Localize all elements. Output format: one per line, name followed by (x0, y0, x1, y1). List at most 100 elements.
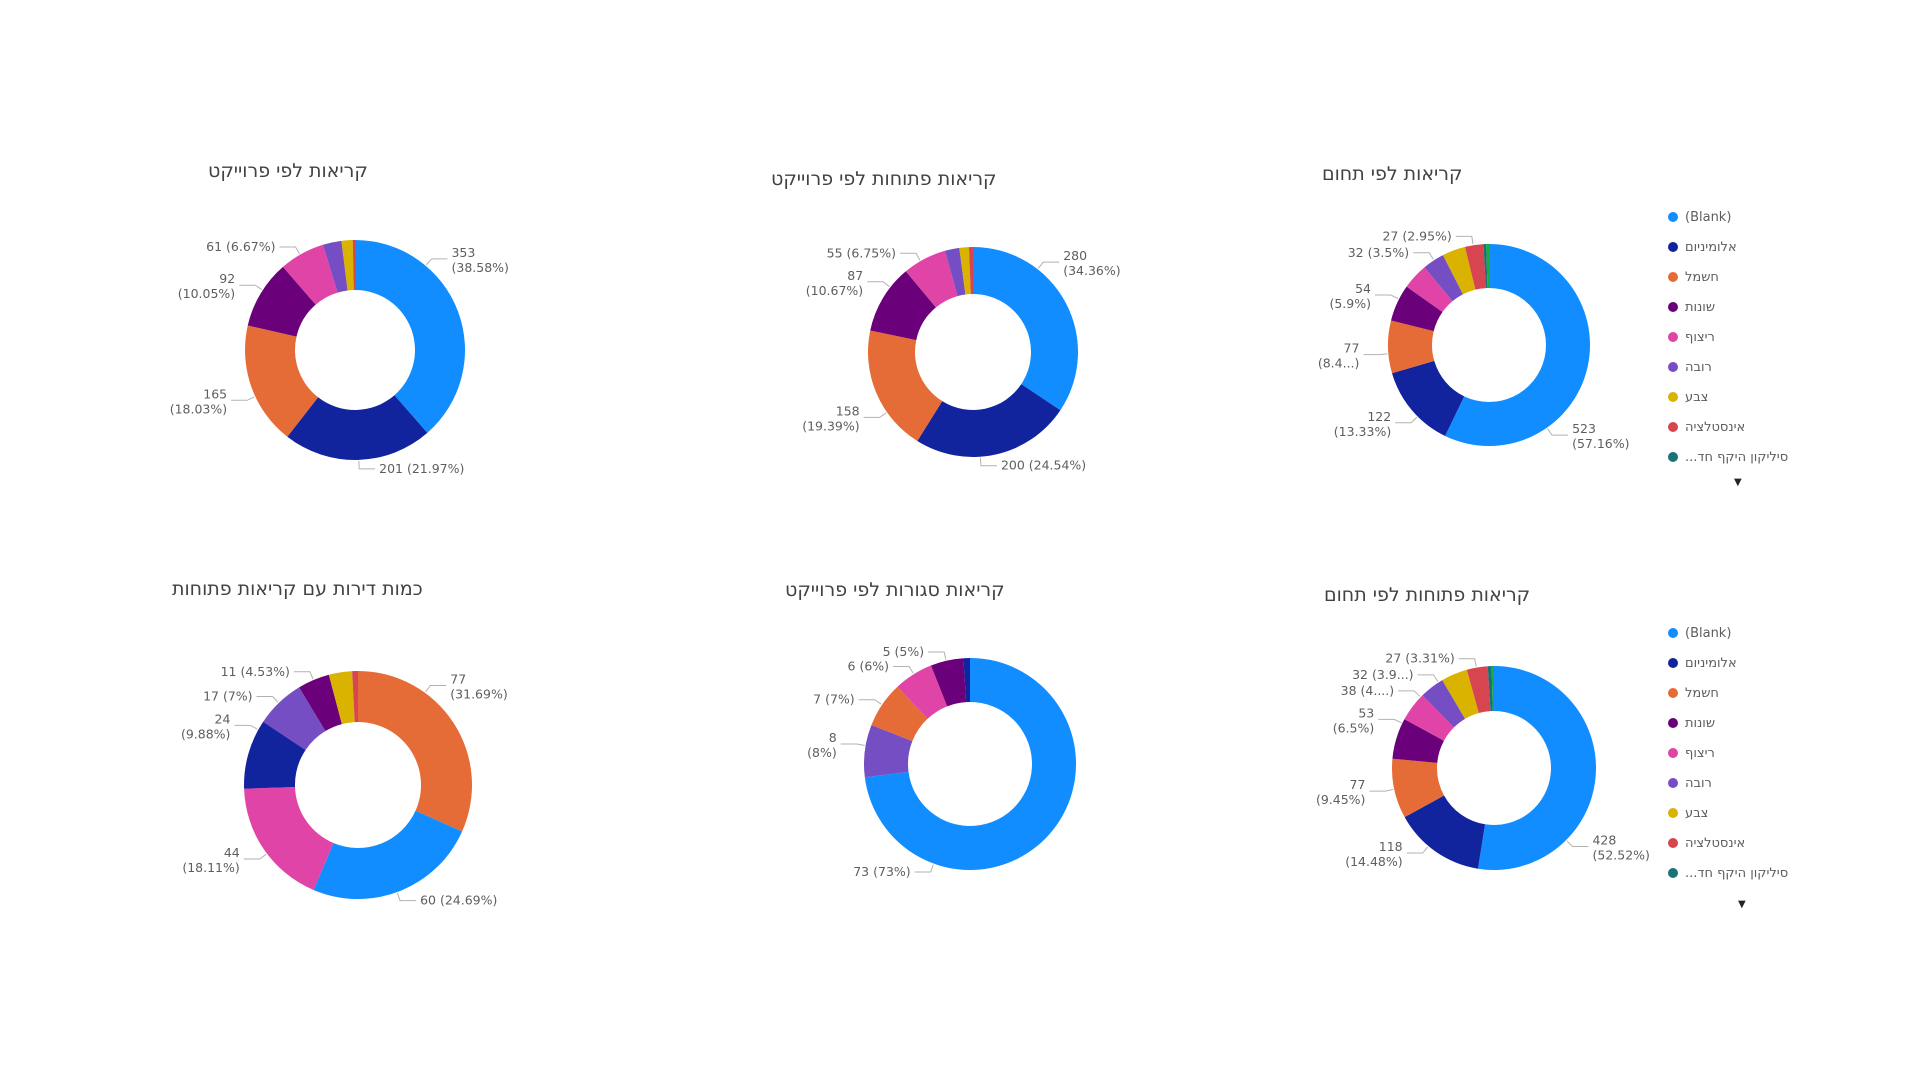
donut-slice-red[interactable] (352, 239, 355, 291)
legend-item-label: סיליקון היקף חד... (1685, 449, 1789, 465)
legend-dot-icon (1668, 392, 1678, 402)
donut-slice-named[interactable] (1464, 244, 1486, 290)
donut-slice-darkpurple[interactable] (930, 658, 967, 707)
legend-scroll-down-icon[interactable]: ▼ (1738, 899, 1746, 910)
legend-item[interactable]: אינסטלציה (1668, 828, 1788, 858)
label-leader-line (1363, 353, 1388, 356)
donut-slice-lightblue[interactable] (864, 658, 1077, 870)
label-leader-line (867, 281, 890, 288)
donut-slice-green[interactable] (1486, 244, 1489, 289)
legend-item[interactable]: (Blank) (1668, 618, 1788, 648)
donut-slice-pink[interactable] (897, 665, 948, 719)
donut-slice-yellow[interactable] (959, 247, 971, 295)
legend-item[interactable]: צבע (1668, 382, 1788, 412)
legend-item[interactable]: חשמל (1668, 262, 1788, 292)
slice-label: 61 (6.67%) (206, 239, 275, 254)
donut-slice-orange[interactable] (867, 330, 943, 442)
label-leader-line (243, 853, 267, 860)
legend-item[interactable]: ריצוף (1668, 322, 1788, 352)
donut-slice-darkblue[interactable] (963, 658, 970, 703)
donut-slice-yellow[interactable] (328, 671, 355, 725)
donut-slice-medpurple[interactable] (864, 724, 913, 778)
slice-label: 5 (5%) (883, 644, 925, 659)
legend-item[interactable]: רובה (1668, 768, 1788, 798)
slice-label: 73 (73%) (853, 864, 910, 879)
donut-slice-named[interactable] (1442, 669, 1479, 719)
donut-slice-named[interactable] (1392, 719, 1444, 763)
donut-slice-orange[interactable] (871, 686, 928, 742)
legend-item[interactable]: סיליקון היקף חד... (1668, 858, 1788, 888)
slice-label: 200 (24.54%) (1001, 458, 1086, 473)
label-leader-line (858, 699, 882, 705)
legend-scroll-down-icon[interactable]: ▼ (1734, 477, 1742, 488)
donut-slice-yellow[interactable] (341, 240, 354, 291)
donut-slice-green[interactable] (1491, 666, 1494, 712)
legend-item[interactable]: ריצוף (1668, 738, 1788, 768)
donut-slice-named[interactable] (1406, 267, 1453, 313)
label-leader-line (234, 724, 258, 730)
label-leader-line (1566, 840, 1589, 847)
label-leader-line (358, 460, 376, 470)
donut-slice-red[interactable] (352, 671, 358, 723)
donut-slice-lightblue[interactable] (313, 810, 463, 900)
donut-slice-darkpurple[interactable] (247, 266, 316, 337)
donut-slice-medpurple[interactable] (322, 240, 348, 293)
legend-item[interactable]: אינסטלציה (1668, 412, 1788, 442)
donut-slice-darkpurple[interactable] (870, 271, 936, 341)
legend-item[interactable]: סיליקון היקף חד... (1668, 442, 1788, 472)
legend-item-label: אלומיניום (1685, 239, 1737, 255)
donut-slice-darkblue[interactable] (244, 721, 306, 789)
donut-slice-named[interactable] (1392, 758, 1445, 818)
donut-slice-named[interactable] (1424, 255, 1463, 302)
legend-item[interactable]: (Blank) (1668, 202, 1788, 232)
legend-item[interactable]: רובה (1668, 352, 1788, 382)
donut-slice-darkblue[interactable] (287, 395, 428, 460)
legend: (Blank) אלומיניום חשמל שונות ריצוף רובה צבע אינ… (1668, 202, 1788, 472)
donut-slice-named[interactable] (1387, 320, 1435, 374)
donut-slice-named[interactable] (1477, 666, 1596, 870)
donut-slice-named[interactable] (1422, 680, 1466, 728)
donut-plot: 523 (57.16%) 122 (13.33%) 77 (8.4...) 54 (5.9%)… (1318, 228, 1630, 451)
donut-slice-named[interactable] (1442, 246, 1476, 295)
donut-slice-red[interactable] (968, 247, 973, 295)
donut-slice-named[interactable] (1445, 244, 1591, 446)
slice-label: 32 (3.5%) (1348, 245, 1409, 260)
legend-item-label: שונות (1685, 715, 1716, 731)
donut-slice-orange[interactable] (358, 671, 472, 832)
donut-slice-darkblue[interactable] (917, 384, 1061, 457)
donut-slice-lightblue[interactable] (355, 240, 465, 433)
donut-slice-darkpurple[interactable] (299, 674, 342, 732)
donut-slice-named[interactable] (1392, 360, 1465, 436)
donut-slice-pink[interactable] (244, 787, 334, 890)
donut-slice-named[interactable] (1391, 286, 1443, 332)
legend-item-label: ריצוף (1685, 329, 1715, 345)
donut-slice-named[interactable] (1404, 795, 1486, 869)
slice-label: 8 (8%) (807, 730, 837, 760)
label-leader-line (893, 665, 914, 674)
legend-dot-icon (1668, 302, 1678, 312)
legend-item[interactable]: שונות (1668, 292, 1788, 322)
donut-slice-pink[interactable] (282, 244, 338, 305)
donut-slice-named[interactable] (1487, 666, 1493, 712)
donut-slice-lightblue[interactable] (973, 247, 1078, 411)
legend-item[interactable]: אלומיניום (1668, 648, 1788, 678)
donut-plot: 280 (34.36%) 200 (24.54%) 158 (19.39%) 87 (10.… (802, 245, 1120, 473)
donut-slice-medpurple[interactable] (263, 687, 326, 751)
donut-slice-medpurple[interactable] (945, 247, 966, 297)
donut-slice-named[interactable] (1466, 666, 1491, 714)
slice-label: 27 (2.95%) (1382, 228, 1451, 243)
legend-item-label: (Blank) (1685, 625, 1732, 641)
label-leader-line (863, 412, 887, 418)
legend-dot-icon (1668, 272, 1678, 282)
donut-slice-named[interactable] (1483, 244, 1488, 289)
slice-label: 428 (52.52%) (1592, 832, 1649, 862)
donut-slice-named[interactable] (1404, 695, 1454, 741)
legend-item[interactable]: חשמל (1668, 678, 1788, 708)
slice-label: 7 (7%) (813, 692, 855, 707)
donut-slice-orange[interactable] (245, 325, 319, 437)
legend-item[interactable]: שונות (1668, 708, 1788, 738)
legend-item[interactable]: צבע (1668, 798, 1788, 828)
donut-slice-pink[interactable] (905, 250, 958, 308)
legend-item[interactable]: אלומיניום (1668, 232, 1788, 262)
slice-label: 6 (6%) (848, 658, 890, 673)
